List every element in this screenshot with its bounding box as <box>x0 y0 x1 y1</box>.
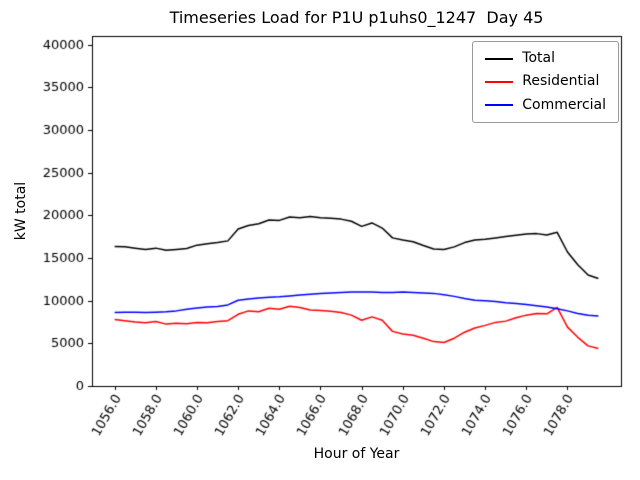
legend-label-residential: Residential <box>522 73 600 90</box>
legend-line-commercial <box>485 104 514 107</box>
legend: Total Residential Commercial <box>472 41 619 124</box>
chart-title: Timeseries Load for P1U p1uhs0_1247 Day … <box>169 8 544 27</box>
legend-label-total: Total <box>522 50 555 66</box>
x-axis-label: Hour of Year <box>313 446 400 462</box>
legend-entry-total: Total <box>485 50 606 66</box>
legend-label-commercial: Commercial <box>522 96 606 113</box>
legend-entry-commercial: Commercial <box>485 96 606 113</box>
legend-line-total <box>485 57 514 60</box>
y-axis-label: kW total <box>13 181 29 241</box>
legend-line-residential <box>485 81 514 84</box>
legend-entry-residential: Residential <box>485 73 606 90</box>
